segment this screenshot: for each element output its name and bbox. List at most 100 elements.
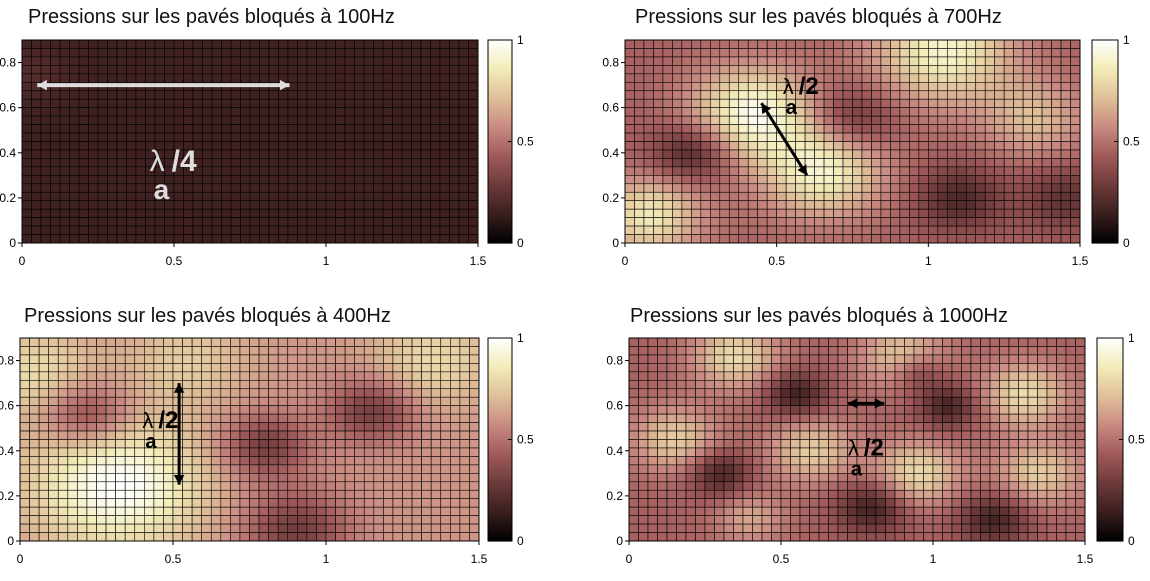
heatmap-cell bbox=[875, 379, 886, 390]
heatmap-cell bbox=[421, 413, 432, 423]
heatmap-cell bbox=[828, 388, 839, 398]
heatmap-cell bbox=[1003, 90, 1014, 100]
heatmap-cell bbox=[259, 149, 270, 159]
heatmap-cell bbox=[382, 115, 393, 125]
heatmap-cell bbox=[790, 379, 801, 390]
heatmap-cell bbox=[192, 225, 203, 235]
colorbar-segment bbox=[488, 351, 512, 356]
heatmap-cell bbox=[1051, 107, 1062, 117]
heatmap-cell bbox=[268, 447, 279, 457]
heatmap-cell bbox=[201, 371, 212, 381]
heatmap-cell bbox=[230, 346, 241, 356]
heatmap-cell bbox=[676, 506, 687, 516]
heatmap-cell bbox=[723, 430, 734, 440]
heatmap-cell bbox=[918, 217, 929, 227]
heatmap-cell bbox=[643, 217, 654, 227]
heatmap-cell bbox=[373, 515, 384, 525]
heatmap-cell bbox=[975, 73, 986, 83]
heatmap-cell bbox=[975, 132, 986, 142]
heatmap-cell bbox=[771, 464, 782, 474]
heatmap-cell bbox=[373, 337, 384, 347]
heatmap-cell bbox=[86, 456, 97, 466]
heatmap-cell bbox=[1027, 413, 1038, 423]
heatmap-cell bbox=[1046, 498, 1057, 508]
heatmap-cell bbox=[1008, 337, 1019, 347]
heatmap-cell bbox=[21, 200, 32, 210]
heatmap-cell bbox=[700, 90, 711, 100]
heatmap-cell bbox=[842, 90, 853, 100]
heatmap-cell bbox=[747, 225, 759, 235]
heatmap-cell bbox=[653, 73, 664, 83]
heatmap-cell bbox=[96, 379, 107, 390]
heatmap-cell bbox=[430, 90, 441, 100]
heatmap-cell bbox=[1032, 98, 1043, 108]
heatmap-cell bbox=[984, 158, 995, 168]
heatmap-cell bbox=[761, 456, 772, 466]
heatmap-cell bbox=[932, 523, 943, 533]
heatmap-cell bbox=[78, 175, 89, 185]
heatmap-cell bbox=[126, 183, 137, 193]
heatmap-cell bbox=[980, 456, 991, 466]
heatmap-cell bbox=[923, 473, 934, 483]
heatmap-cell bbox=[411, 430, 422, 440]
heatmap-cell bbox=[1032, 65, 1043, 75]
heatmap-cell bbox=[1070, 132, 1081, 142]
heatmap-cell bbox=[221, 48, 232, 58]
colorbar-segment bbox=[1092, 158, 1118, 163]
heatmap-cell bbox=[278, 124, 289, 134]
heatmap-cell bbox=[458, 81, 469, 92]
heatmap-cell bbox=[258, 405, 269, 415]
heatmap-cell bbox=[837, 422, 848, 432]
y-tick-label: 0.8 bbox=[0, 354, 14, 368]
heatmap-cell bbox=[316, 515, 327, 525]
heatmap-cell bbox=[77, 430, 88, 440]
heatmap-cell bbox=[316, 439, 327, 449]
heatmap-cell bbox=[956, 65, 967, 75]
heatmap-cell bbox=[363, 200, 374, 210]
heatmap-cell bbox=[790, 489, 801, 500]
heatmap-cell bbox=[48, 363, 59, 373]
heatmap-cell bbox=[989, 396, 1000, 406]
heatmap-cell bbox=[430, 456, 442, 466]
heatmap-cell bbox=[643, 200, 654, 210]
heatmap-cell bbox=[989, 337, 1000, 347]
heatmap-cell bbox=[932, 396, 943, 406]
colorbar-segment bbox=[1092, 229, 1118, 234]
heatmap-cell bbox=[450, 515, 461, 525]
heatmap-cell bbox=[647, 422, 658, 432]
colorbar-segment bbox=[1092, 83, 1118, 88]
heatmap-cell bbox=[984, 115, 995, 125]
heatmap-cell bbox=[742, 371, 753, 381]
heatmap-cell bbox=[624, 149, 635, 159]
heatmap-cell bbox=[942, 456, 953, 466]
heatmap-cell bbox=[932, 473, 943, 483]
colorbar-segment bbox=[488, 144, 512, 149]
heatmap-cell bbox=[354, 439, 365, 449]
heatmap-cell bbox=[833, 225, 844, 235]
heatmap-cell bbox=[50, 48, 61, 58]
heatmap-cell bbox=[653, 132, 664, 142]
heatmap-cell bbox=[681, 90, 692, 100]
heatmap-cell bbox=[469, 422, 480, 432]
heatmap-cell bbox=[316, 73, 327, 83]
heatmap-cell bbox=[695, 346, 706, 356]
heatmap-cell bbox=[975, 158, 986, 168]
colorbar-segment bbox=[488, 520, 512, 525]
heatmap-cell bbox=[866, 337, 877, 347]
heatmap-cell bbox=[790, 363, 801, 373]
heatmap-cell bbox=[38, 396, 49, 406]
heatmap-cell bbox=[723, 439, 734, 449]
heatmap-cell bbox=[885, 346, 896, 356]
heatmap-cell bbox=[77, 439, 88, 449]
heatmap-cell bbox=[97, 225, 108, 235]
heatmap-cell bbox=[19, 363, 30, 373]
heatmap-cell bbox=[776, 158, 787, 168]
heatmap-cell bbox=[38, 337, 49, 347]
heatmap-cell bbox=[742, 388, 753, 398]
heatmap-cell bbox=[411, 354, 422, 364]
heatmap-cell bbox=[662, 175, 673, 185]
heatmap-cell bbox=[676, 405, 687, 415]
heatmap-cell bbox=[135, 217, 146, 227]
heatmap-cell bbox=[67, 379, 78, 390]
heatmap-cell bbox=[714, 498, 725, 508]
